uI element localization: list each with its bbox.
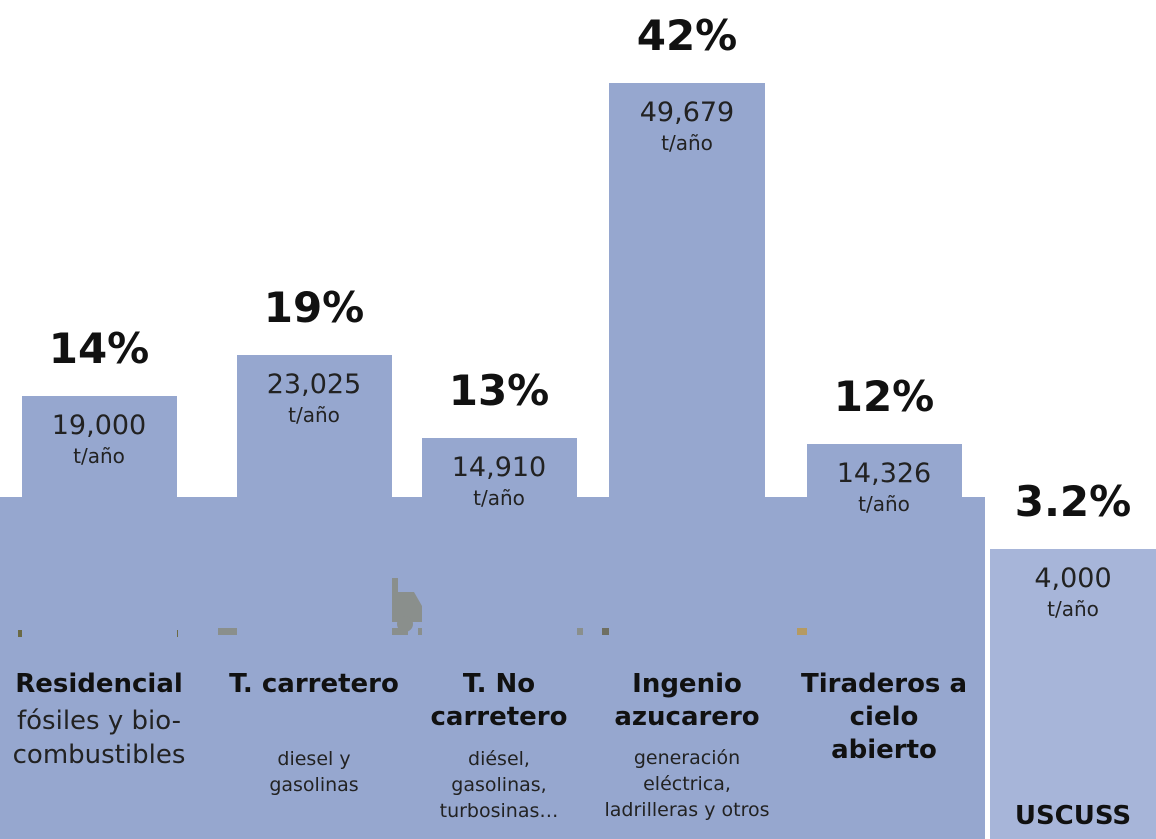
value-label: 49,679 bbox=[587, 97, 787, 128]
share-label: 3.2% bbox=[973, 477, 1156, 526]
infographic: 14% 19,000 t/año Residencialfósiles y bio-c… bbox=[0, 0, 1156, 839]
unit-label: t/año bbox=[0, 444, 199, 468]
share-label: 12% bbox=[784, 372, 984, 421]
share-label: 42% bbox=[587, 11, 787, 60]
category-description: fósiles y bio-combustibles bbox=[4, 704, 194, 772]
value-label: 14,326 bbox=[784, 458, 984, 489]
category-label: T. carretero bbox=[229, 668, 399, 701]
category-label: Ingenio azucarero bbox=[602, 668, 772, 734]
unit-label: t/año bbox=[784, 492, 984, 516]
category-label: Residencial bbox=[4, 668, 194, 701]
value-label: 19,000 bbox=[0, 410, 199, 441]
value-label: 4,000 bbox=[973, 563, 1156, 594]
share-label: 19% bbox=[214, 283, 414, 332]
share-label: 14% bbox=[0, 324, 199, 373]
unit-label: t/año bbox=[214, 403, 414, 427]
unit-label: t/año bbox=[587, 131, 787, 155]
category-description: diesel y gasolinas bbox=[249, 746, 379, 798]
unit-label: t/año bbox=[399, 486, 599, 510]
category-label: Tiraderos a cielo abierto bbox=[799, 668, 969, 767]
category-label: T. No carretero bbox=[414, 668, 584, 734]
category-description: generación eléctrica, ladrilleras y otro… bbox=[600, 745, 775, 823]
value-label: 14,910 bbox=[399, 452, 599, 483]
category-label: USCUSS bbox=[993, 800, 1153, 833]
share-label: 13% bbox=[399, 366, 599, 415]
unit-label: t/año bbox=[973, 597, 1156, 621]
value-label: 23,025 bbox=[214, 369, 414, 400]
category-description: diésel, gasolinas, turbosinas… bbox=[434, 746, 564, 824]
